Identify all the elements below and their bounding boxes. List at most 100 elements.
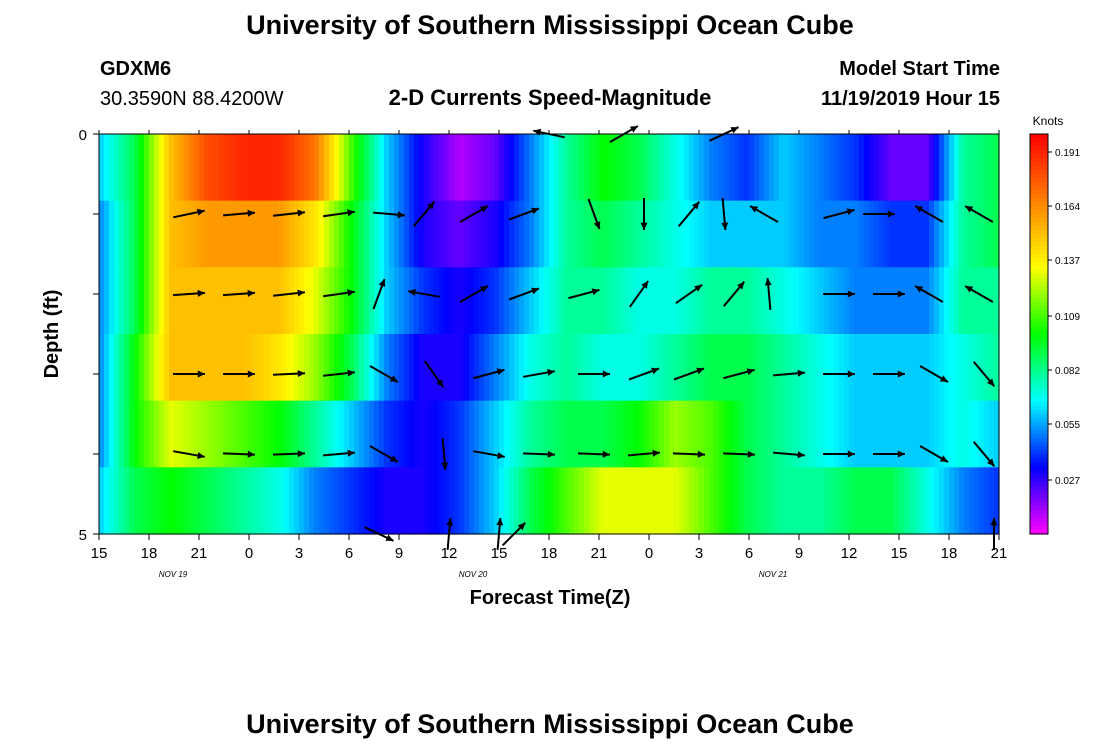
heatmap-cell [179, 400, 185, 468]
heatmap-cell [479, 400, 485, 468]
current-vector [459, 205, 489, 223]
heatmap-cell [864, 200, 870, 268]
heatmap-cell [199, 334, 205, 402]
heatmap-cell [549, 200, 555, 268]
heatmap-cell [689, 334, 695, 402]
heatmap-cell [154, 334, 160, 402]
heatmap-cell [234, 267, 240, 335]
colorbar-segment [1030, 150, 1048, 155]
heatmap-cell [789, 467, 795, 535]
heatmap-cell [429, 334, 435, 402]
heatmap-cell [564, 334, 570, 402]
heatmap-cell [829, 467, 835, 535]
heatmap-cell [314, 400, 320, 468]
heatmap-cell [764, 400, 770, 468]
heatmap-cell [384, 134, 390, 202]
colorbar-segment [1030, 202, 1048, 207]
heatmap-cell [424, 467, 430, 535]
heatmap-cell [434, 334, 440, 402]
colorbar-segment [1030, 338, 1048, 343]
heatmap-cell [364, 267, 370, 335]
x-tick-label: 15 [91, 545, 108, 562]
heatmap-cell [684, 200, 690, 268]
current-vector [272, 450, 306, 458]
heatmap-cell [489, 200, 495, 268]
heatmap-cell [534, 200, 540, 268]
heatmap-cell [414, 134, 420, 202]
heatmap-cell [729, 134, 735, 202]
heatmap-cell [879, 134, 885, 202]
colorbar-segment [1030, 474, 1048, 479]
heatmap-cell [289, 267, 295, 335]
heatmap-cell [299, 467, 305, 535]
heatmap-cell [619, 134, 625, 202]
heatmap-cell [709, 467, 715, 535]
heatmap-cell [709, 200, 715, 268]
date-label: NOV 21 [759, 570, 787, 579]
heatmap-cell [769, 467, 775, 535]
heatmap-cell [774, 267, 780, 335]
heatmap-cell [404, 267, 410, 335]
colorbar-segment [1030, 418, 1048, 423]
heatmap-cell [954, 400, 960, 468]
heatmap-cell [664, 400, 670, 468]
colorbar-segment [1030, 234, 1048, 239]
heatmap-cell [979, 200, 985, 268]
x-tick-label: 21 [591, 545, 608, 562]
heatmap-cell [929, 467, 935, 535]
heatmap-cell [639, 467, 645, 535]
heatmap-cell [249, 334, 255, 402]
colorbar-segment [1030, 470, 1048, 475]
heatmap-cell [264, 134, 270, 202]
heatmap-cell [794, 134, 800, 202]
heatmap-cell [744, 334, 750, 402]
heatmap-cell [349, 467, 355, 535]
colorbar-segment [1030, 162, 1048, 167]
heatmap-cell [109, 200, 115, 268]
heatmap-cell [554, 334, 560, 402]
heatmap-cell [384, 400, 390, 468]
heatmap-cell [254, 200, 260, 268]
heatmap-cell [834, 134, 840, 202]
heatmap-cell [994, 267, 1000, 335]
heatmap-cell [924, 267, 930, 335]
heatmap-cell [454, 334, 460, 402]
colorbar-segment [1030, 434, 1048, 439]
heatmap-cell [539, 334, 545, 402]
heatmap-cell [934, 134, 940, 202]
heatmap-cell [134, 267, 140, 335]
heatmap-cell [399, 134, 405, 202]
heatmap-cell [629, 267, 635, 335]
heatmap-cell [224, 467, 230, 535]
heatmap-cell [174, 467, 180, 535]
heatmap-cell [434, 400, 440, 468]
heatmap-cell [839, 467, 845, 535]
heatmap-cell [789, 200, 795, 268]
current-vector [323, 449, 355, 457]
heatmap-cell [564, 467, 570, 535]
heatmap-cell [919, 267, 925, 335]
heatmap-cell [834, 334, 840, 402]
heatmap-cell [729, 200, 735, 268]
heatmap-cell [99, 467, 105, 535]
heatmap-cell [369, 267, 375, 335]
heatmap-cell [144, 267, 150, 335]
heatmap-cell [314, 267, 320, 335]
heatmap-cell [199, 200, 205, 268]
heatmap-cell [829, 334, 835, 402]
heatmap-cell [879, 334, 885, 402]
heatmap-cell [474, 400, 480, 468]
heatmap-cell [479, 134, 485, 202]
heatmap-cell [129, 334, 135, 402]
current-vector [628, 449, 660, 457]
heatmap-cell [669, 200, 675, 268]
heatmap-cell [824, 334, 830, 402]
heatmap-cell [704, 334, 710, 402]
heatmap-cell [844, 467, 850, 535]
heatmap-cell [404, 334, 410, 402]
current-vector [473, 368, 505, 380]
heatmap-cell [214, 200, 220, 268]
heatmap-cell [384, 334, 390, 402]
heatmap-cell [109, 400, 115, 468]
heatmap-cell [244, 134, 250, 202]
